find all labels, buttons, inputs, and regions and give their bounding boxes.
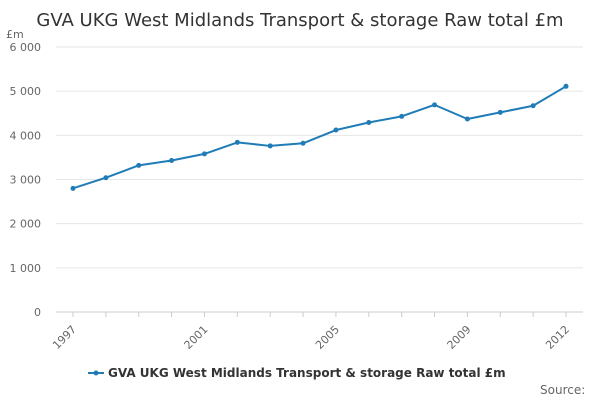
- data-point: [464, 116, 470, 122]
- y-tick-label: 1 000: [10, 262, 42, 275]
- x-axis-ticks: 1997 2001 2005 2009 2012: [50, 312, 572, 352]
- legend-marker: [93, 370, 99, 376]
- x-tick-label: 2005: [313, 323, 342, 352]
- y-tick-label: 6 000: [10, 41, 42, 54]
- data-point: [333, 127, 339, 133]
- data-point: [563, 83, 569, 89]
- data-point: [432, 102, 438, 108]
- y-tick-label: 0: [34, 306, 41, 319]
- y-tick-label: 2 000: [10, 218, 42, 231]
- data-point: [366, 120, 372, 126]
- data-point: [234, 139, 240, 145]
- gridlines: [56, 46, 583, 313]
- y-tick-label: 5 000: [10, 85, 42, 98]
- data-point: [70, 185, 76, 191]
- data-point: [267, 143, 273, 149]
- y-axis-ticks: 0 1 000 2 000 3 000 4 000 5 000 6 000: [10, 41, 42, 319]
- y-tick-label: 4 000: [10, 129, 42, 142]
- data-point: [399, 113, 405, 119]
- y-axis-unit-label: £m: [6, 28, 24, 41]
- x-tick-label: 2001: [182, 323, 211, 352]
- chart-title: GVA UKG West Midlands Transport & storag…: [36, 10, 563, 31]
- data-point: [169, 158, 175, 164]
- legend[interactable]: GVA UKG West Midlands Transport & storag…: [88, 366, 506, 380]
- series-layer: [70, 83, 569, 191]
- x-tick-label: 1997: [50, 323, 79, 352]
- data-point: [530, 103, 536, 109]
- data-point: [497, 109, 503, 115]
- y-tick-label: 3 000: [10, 174, 42, 187]
- legend-entry-label: GVA UKG West Midlands Transport & storag…: [108, 366, 506, 380]
- series-line: [72, 85, 567, 190]
- data-point: [136, 162, 142, 168]
- data-point: [201, 151, 207, 157]
- data-point: [103, 175, 109, 181]
- x-tick-label: 2012: [543, 323, 572, 352]
- source-label: Source:: [540, 383, 585, 397]
- x-tick-label: 2009: [445, 323, 474, 352]
- data-point: [300, 140, 306, 146]
